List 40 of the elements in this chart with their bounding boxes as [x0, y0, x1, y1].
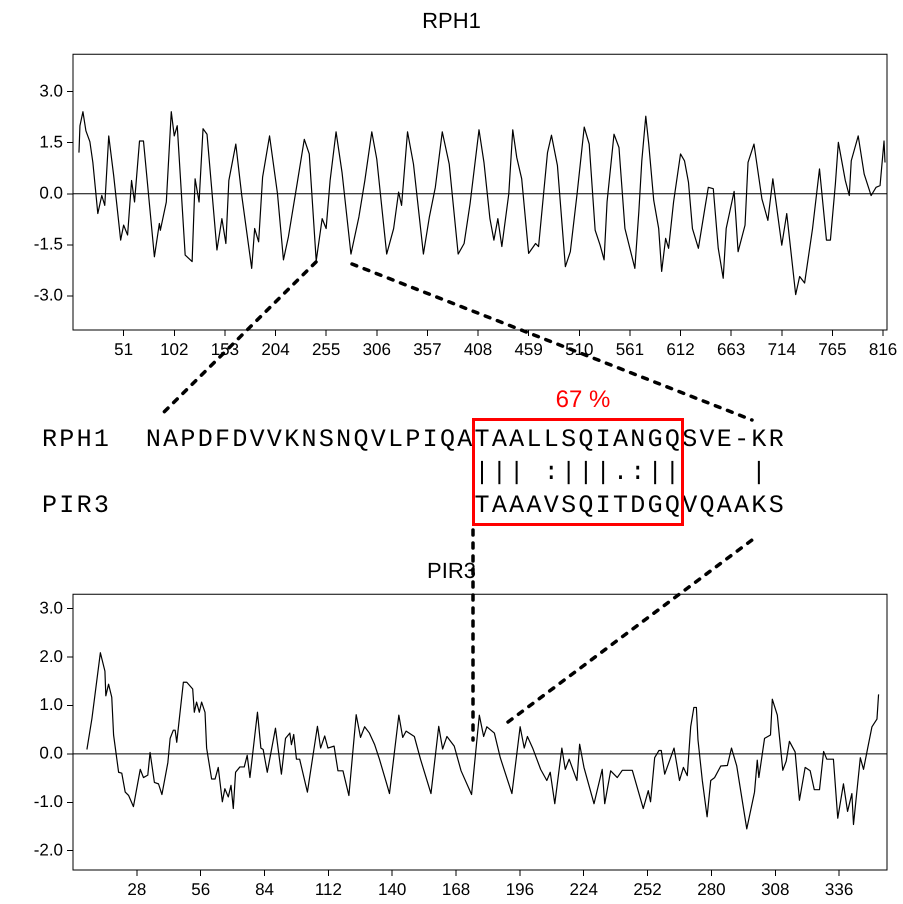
- x-tick-label: 280: [697, 880, 726, 899]
- x-tick-label: 56: [191, 880, 210, 899]
- x-tick-label: 459: [514, 340, 543, 359]
- x-tick-label: 28: [127, 880, 146, 899]
- x-tick-label: 816: [868, 340, 898, 359]
- x-tick-label: 714: [768, 340, 796, 359]
- x-tick-label: 308: [761, 880, 790, 899]
- x-tick-label: 252: [633, 880, 662, 899]
- x-tick-label: 196: [506, 880, 534, 899]
- x-tick-label: 561: [616, 340, 644, 359]
- y-tick-label: -1.0: [34, 792, 63, 811]
- y-tick-label: -1.5: [34, 234, 63, 254]
- x-tick-label: 168: [442, 880, 470, 899]
- x-tick-label: 306: [362, 340, 391, 359]
- x-tick-label: 408: [464, 340, 492, 359]
- x-tick-label: 112: [314, 880, 342, 899]
- x-tick-label: 102: [160, 340, 188, 359]
- y-tick-label: 2.0: [39, 646, 63, 666]
- y-tick-label: 1.0: [39, 695, 63, 714]
- y-tick-label: 0.0: [39, 183, 63, 202]
- x-tick-label: 255: [312, 340, 340, 359]
- y-tick-label: 3.0: [39, 598, 63, 618]
- y-tick-label: -3.0: [34, 286, 63, 305]
- text: 67 %: [554, 386, 612, 414]
- x-tick-label: 663: [716, 340, 746, 359]
- y-tick-label: -2.0: [34, 840, 63, 860]
- text: ||| :|||.:|| |: [474, 458, 769, 488]
- x-tick-label: 140: [378, 880, 406, 899]
- x-tick-label: 84: [255, 880, 274, 899]
- y-tick-label: 1.5: [39, 132, 63, 152]
- x-tick-label: 51: [114, 340, 134, 359]
- x-tick-label: 224: [570, 880, 598, 899]
- y-tick-label: 3.0: [39, 81, 63, 100]
- x-tick-label: 357: [413, 340, 442, 359]
- chart-title: RPH1: [421, 8, 482, 34]
- x-tick-label: 612: [666, 340, 695, 359]
- x-tick-label: 765: [818, 340, 847, 359]
- y-tick-label: 0.0: [39, 744, 63, 763]
- x-tick-label: 336: [824, 880, 854, 899]
- x-tick-label: 204: [261, 340, 290, 359]
